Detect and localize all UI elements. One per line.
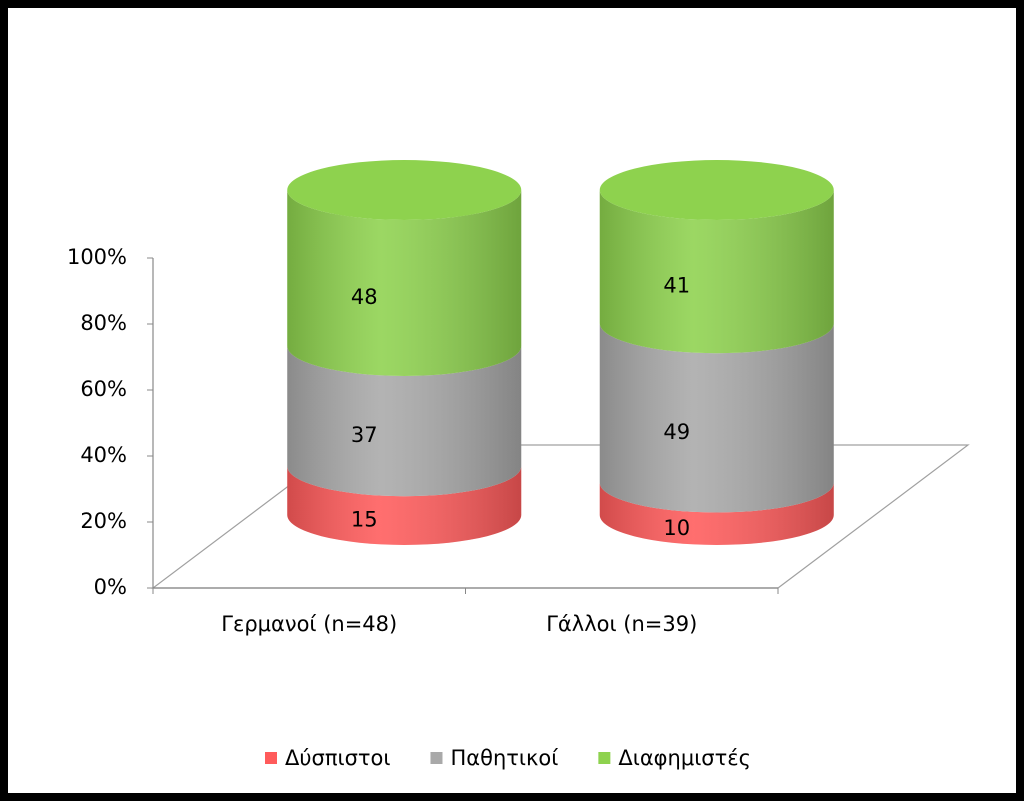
x-tick-label: Γάλλοι (n=39) (546, 612, 697, 636)
y-tick-label: 100% (67, 245, 127, 269)
y-tick-label: 60% (80, 377, 127, 401)
segment-shade (599, 323, 834, 513)
y-tick-label: 20% (80, 509, 127, 533)
y-tick-label: 40% (80, 443, 127, 467)
cylinder-top (599, 160, 834, 220)
y-tick-label: 0% (94, 575, 127, 599)
segment-shade (599, 482, 834, 546)
legend-swatch (430, 752, 443, 764)
segment-shade (287, 346, 522, 497)
cylinder-top (287, 160, 522, 220)
legend-swatch (598, 752, 611, 764)
data-label: 41 (663, 274, 690, 298)
segment-shade (287, 190, 522, 376)
data-label: 15 (351, 508, 378, 532)
legend-swatch (265, 752, 277, 764)
legend-label: Παθητικοί (450, 746, 558, 770)
data-label: 37 (351, 423, 378, 447)
legend-label: Δύσπιστοι (285, 746, 390, 770)
data-label: 48 (351, 285, 378, 309)
legend-label: Διαφημιστές (618, 746, 751, 770)
y-tick-label: 80% (80, 311, 127, 335)
data-label: 10 (663, 516, 690, 540)
data-label: 49 (663, 420, 690, 444)
segment-shade (287, 466, 522, 545)
segment-shade (599, 190, 834, 354)
x-tick-label: Γερμανοί (n=48) (221, 612, 397, 636)
